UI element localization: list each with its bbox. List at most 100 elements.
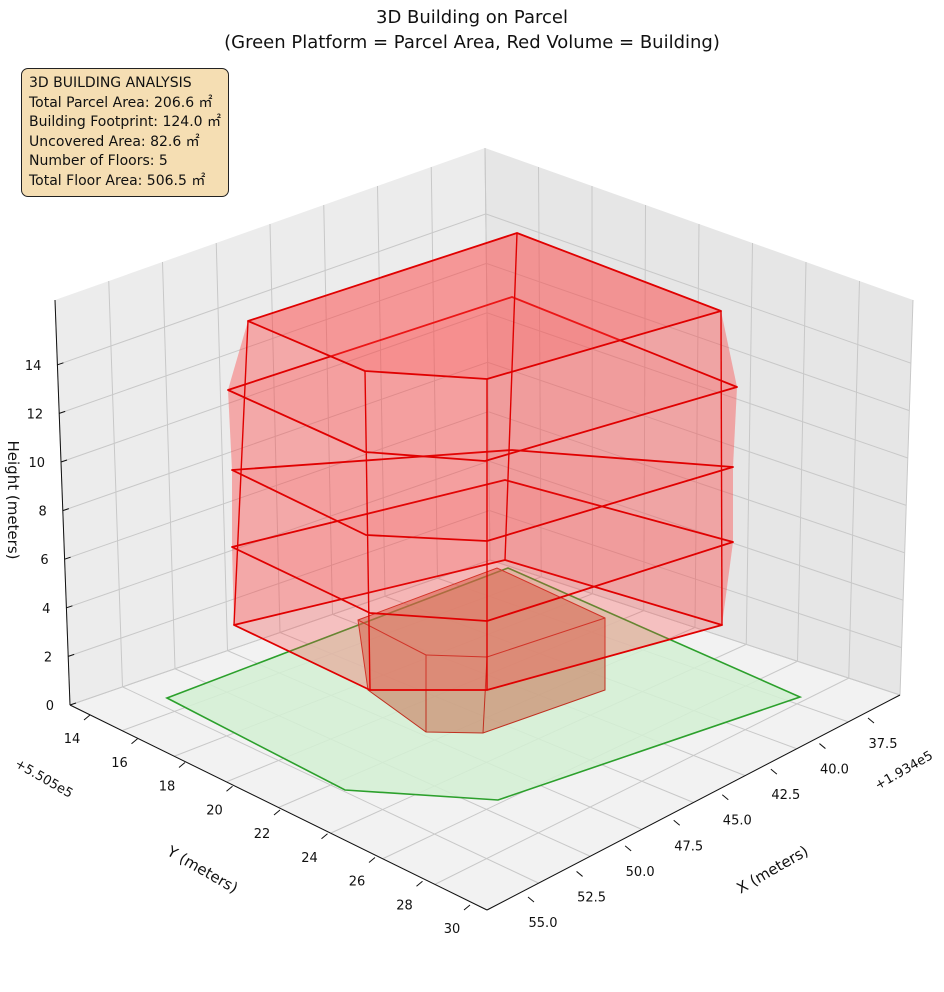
floor-outline bbox=[231, 449, 734, 542]
y-tick bbox=[321, 833, 328, 840]
z-gridline bbox=[66, 460, 904, 609]
y-tick bbox=[226, 785, 233, 792]
x-tick-label: 37.5 bbox=[869, 737, 898, 752]
building-wall bbox=[487, 467, 733, 621]
z-gridline bbox=[62, 361, 907, 512]
building-vertical-edge bbox=[364, 370, 371, 691]
building-wall bbox=[228, 321, 365, 452]
wall-gridline bbox=[591, 185, 593, 594]
building-wall bbox=[365, 452, 487, 541]
info-line: Uncovered Area: 82.6 ㎡ bbox=[29, 133, 200, 150]
z-gridline bbox=[64, 411, 905, 560]
z-tick bbox=[69, 702, 77, 706]
building-wall bbox=[232, 450, 512, 547]
z-axis-line bbox=[54, 299, 71, 706]
z-gridline bbox=[69, 559, 901, 706]
building-roof bbox=[247, 232, 722, 380]
z-tick-label: 4 bbox=[42, 602, 50, 617]
z-tick-label: 14 bbox=[25, 359, 42, 374]
building-wall bbox=[228, 233, 517, 390]
building-vertical-edge bbox=[720, 310, 723, 626]
wall-gridline bbox=[215, 242, 228, 651]
wall-gridline bbox=[899, 299, 914, 696]
building-wall bbox=[232, 470, 370, 613]
building-wall bbox=[512, 233, 737, 387]
wall-gridline bbox=[430, 166, 438, 579]
wall-gridline bbox=[797, 261, 807, 662]
building-wall bbox=[487, 542, 733, 690]
z-tick-label: 0 bbox=[46, 699, 54, 714]
building-wall bbox=[485, 387, 737, 541]
y-tick bbox=[131, 738, 138, 745]
wall-gridline bbox=[108, 280, 123, 687]
building-wall bbox=[505, 480, 733, 625]
building-base bbox=[357, 567, 606, 734]
x-tick bbox=[576, 871, 583, 877]
z-gridline bbox=[59, 262, 910, 414]
y-tick-label: 14 bbox=[64, 732, 81, 747]
floor-gridline bbox=[434, 677, 849, 885]
info-line: Total Floor Area: 506.5 ㎡ bbox=[29, 172, 206, 189]
x-axis-line bbox=[486, 694, 901, 911]
building-wall bbox=[365, 371, 487, 461]
x-tick bbox=[721, 794, 729, 801]
y-tick-label: 24 bbox=[301, 851, 318, 866]
z-tick bbox=[66, 605, 73, 609]
chart-title: 3D Building on Parcel bbox=[376, 7, 568, 28]
building-base-edge bbox=[486, 617, 606, 658]
z-tick bbox=[59, 410, 66, 414]
info-line: Total Parcel Area: 206.6 ㎡ bbox=[29, 94, 213, 111]
z-tick bbox=[62, 508, 69, 512]
wall-gridline bbox=[538, 166, 542, 577]
z-tick bbox=[64, 556, 71, 560]
x-tick bbox=[673, 819, 681, 826]
wall-gridline bbox=[643, 204, 646, 611]
x-tick bbox=[819, 743, 826, 749]
chart-subtitle: (Green Platform = Parcel Area, Red Volum… bbox=[224, 32, 720, 53]
y-tick bbox=[416, 880, 423, 887]
x-tick-label: 45.0 bbox=[723, 814, 752, 829]
floor-outline bbox=[233, 559, 723, 691]
z-tick-label: 8 bbox=[39, 505, 47, 520]
info-line: Building Footprint: 124.0 ㎡ bbox=[29, 114, 222, 130]
floor-gridline bbox=[122, 686, 539, 884]
x-tick-label: 40.0 bbox=[820, 763, 849, 778]
x-offset-label: +1.934e5 bbox=[873, 748, 936, 793]
building-wall bbox=[232, 547, 370, 690]
wall-gridline bbox=[848, 280, 860, 679]
wall-gridline bbox=[694, 223, 700, 628]
y-tick-label: 26 bbox=[349, 875, 366, 890]
x-tick bbox=[770, 768, 778, 775]
x-axis-label: X (meters) bbox=[733, 842, 811, 897]
y-tick bbox=[463, 904, 471, 911]
floor-outline bbox=[231, 479, 734, 622]
z-tick bbox=[60, 459, 68, 463]
building-base-edge bbox=[425, 654, 488, 658]
wall-gridline bbox=[269, 223, 281, 633]
building-wall bbox=[485, 311, 737, 461]
x-tick bbox=[624, 845, 632, 852]
wall-gridline bbox=[377, 185, 386, 597]
z-tick-label: 6 bbox=[40, 553, 48, 568]
x-tick-label: 47.5 bbox=[674, 839, 703, 854]
z-axis-label: Height (meters) bbox=[4, 441, 22, 560]
wall-gridline bbox=[162, 261, 176, 669]
building-vertical-edge bbox=[233, 320, 249, 626]
z-tick-label: 2 bbox=[44, 650, 52, 665]
building-wall bbox=[370, 613, 487, 690]
y-offset-label: +5.505e5 bbox=[12, 756, 75, 801]
wall-gridline bbox=[484, 147, 491, 561]
wall-gridline bbox=[745, 242, 753, 645]
y-tick-label: 20 bbox=[206, 803, 223, 818]
x-tick bbox=[867, 717, 875, 724]
y-tick bbox=[368, 857, 376, 863]
y-axis-line bbox=[69, 704, 488, 911]
info-box: 3D BUILDING ANALYSIS Total Parcel Area: … bbox=[21, 68, 229, 197]
z-gridline bbox=[68, 510, 902, 657]
building-wall bbox=[228, 297, 512, 470]
z-tick-label: 10 bbox=[28, 456, 45, 471]
z-gridline bbox=[60, 312, 908, 463]
y-tick-label: 18 bbox=[159, 780, 176, 795]
